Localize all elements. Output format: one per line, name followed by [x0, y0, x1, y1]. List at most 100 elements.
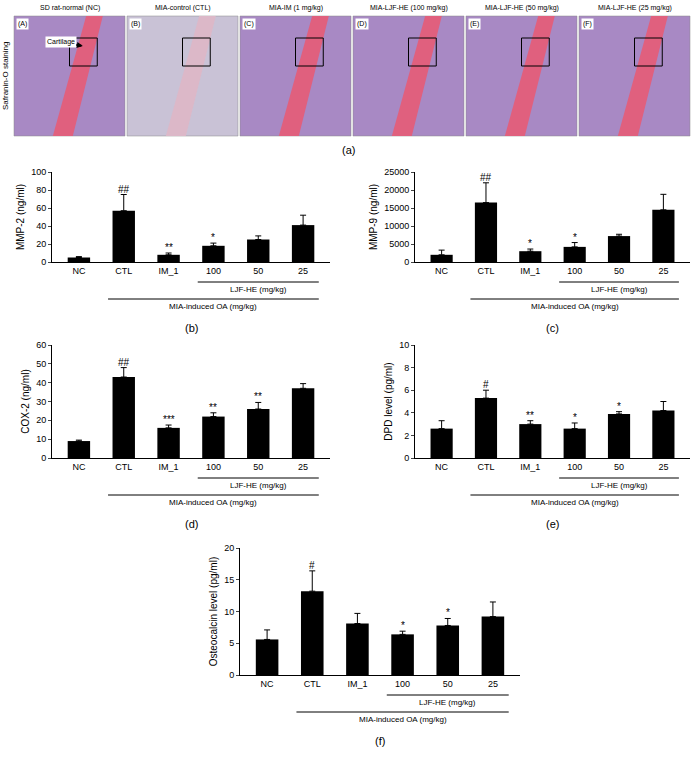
- svg-text:0: 0: [404, 257, 409, 267]
- svg-text:DPD level (pg/ml): DPD level (pg/ml): [383, 362, 394, 440]
- svg-text:CTL: CTL: [115, 462, 132, 472]
- svg-text:0: 0: [41, 257, 46, 267]
- svg-text:(a): (a): [342, 144, 355, 156]
- svg-text:NC: NC: [435, 266, 448, 276]
- svg-text:(b): (b): [185, 322, 198, 334]
- svg-text:LJF-HE (mg/kg): LJF-HE (mg/kg): [230, 285, 287, 294]
- svg-text:15: 15: [224, 575, 234, 585]
- svg-text:40: 40: [36, 378, 46, 388]
- svg-text:20: 20: [224, 543, 234, 553]
- svg-text:NC: NC: [261, 679, 274, 689]
- svg-text:10: 10: [224, 607, 234, 617]
- svg-text:*: *: [528, 238, 532, 249]
- svg-text:IM_1: IM_1: [520, 266, 540, 276]
- svg-text:*: *: [446, 607, 450, 618]
- svg-text:NC: NC: [72, 266, 85, 276]
- svg-text:MMP-2 (ng/ml): MMP-2 (ng/ml): [15, 184, 26, 250]
- svg-text:##: ##: [480, 172, 492, 183]
- svg-text:*: *: [617, 401, 621, 412]
- svg-text:15000: 15000: [384, 203, 409, 213]
- svg-text:##: ##: [118, 357, 130, 368]
- svg-text:MIA-induced OA (mg/kg): MIA-induced OA (mg/kg): [169, 498, 257, 507]
- svg-text:50: 50: [253, 462, 263, 472]
- svg-text:100: 100: [31, 167, 46, 177]
- svg-text:25: 25: [658, 266, 668, 276]
- svg-text:#: #: [483, 379, 489, 390]
- svg-text:CTL: CTL: [115, 266, 132, 276]
- svg-text:***: ***: [163, 414, 175, 425]
- svg-text:100: 100: [567, 462, 582, 472]
- svg-text:*: *: [573, 412, 577, 423]
- svg-text:##: ##: [118, 184, 130, 195]
- svg-text:(D): (D): [357, 20, 367, 28]
- svg-text:CTL: CTL: [477, 266, 494, 276]
- svg-text:40: 40: [36, 221, 46, 231]
- svg-text:(c): (c): [546, 322, 559, 334]
- svg-text:MIA-LJF-HE (50 mg/kg): MIA-LJF-HE (50 mg/kg): [485, 4, 559, 12]
- svg-text:#: #: [309, 560, 315, 571]
- svg-text:NC: NC: [435, 462, 448, 472]
- svg-text:0: 0: [229, 670, 234, 680]
- svg-text:(e): (e): [546, 518, 559, 530]
- svg-text:(C): (C): [244, 20, 254, 28]
- svg-text:60: 60: [36, 340, 46, 350]
- svg-text:**: **: [254, 391, 262, 402]
- svg-text:NC: NC: [72, 462, 85, 472]
- svg-text:20: 20: [36, 239, 46, 249]
- svg-text:Cartilage: Cartilage: [47, 38, 75, 46]
- svg-text:50: 50: [36, 359, 46, 369]
- svg-text:100: 100: [206, 462, 221, 472]
- svg-text:MIA-LJF-HE (25 mg/kg): MIA-LJF-HE (25 mg/kg): [598, 4, 672, 12]
- svg-text:CTL: CTL: [477, 462, 494, 472]
- svg-text:0: 0: [404, 453, 409, 463]
- svg-text:50: 50: [253, 266, 263, 276]
- svg-text:**: **: [526, 410, 534, 421]
- svg-text:LJF-HE (mg/kg): LJF-HE (mg/kg): [419, 698, 476, 707]
- svg-text:MIA-induced OA (mg/kg): MIA-induced OA (mg/kg): [531, 498, 619, 507]
- svg-text:IM_1: IM_1: [159, 266, 179, 276]
- svg-text:MIA-IM (1 mg/kg): MIA-IM (1 mg/kg): [269, 4, 323, 12]
- svg-text:MIA-LJF-HE (100 mg/kg): MIA-LJF-HE (100 mg/kg): [370, 4, 448, 12]
- svg-text:50: 50: [614, 266, 624, 276]
- svg-text:20000: 20000: [384, 185, 409, 195]
- svg-text:10: 10: [399, 340, 409, 350]
- svg-text:100: 100: [567, 266, 582, 276]
- svg-text:8: 8: [404, 363, 409, 373]
- svg-text:(F): (F): [583, 20, 592, 28]
- svg-text:IM_1: IM_1: [520, 462, 540, 472]
- svg-text:**: **: [209, 402, 217, 413]
- svg-text:(B): (B): [131, 20, 140, 28]
- svg-text:Osteocalcin level (pg/ml): Osteocalcin level (pg/ml): [208, 557, 219, 666]
- svg-text:LJF-HE (mg/kg): LJF-HE (mg/kg): [591, 285, 648, 294]
- svg-text:20: 20: [36, 415, 46, 425]
- svg-text:LJF-HE (mg/kg): LJF-HE (mg/kg): [591, 481, 648, 490]
- svg-text:25: 25: [658, 462, 668, 472]
- svg-text:80: 80: [36, 185, 46, 195]
- svg-text:MIA-control (CTL): MIA-control (CTL): [155, 4, 211, 12]
- svg-text:60: 60: [36, 203, 46, 213]
- svg-text:MIA-induced OA (mg/kg): MIA-induced OA (mg/kg): [169, 302, 257, 311]
- svg-text:6: 6: [404, 385, 409, 395]
- svg-text:0: 0: [41, 453, 46, 463]
- svg-text:IM_1: IM_1: [159, 462, 179, 472]
- svg-text:4: 4: [404, 408, 409, 418]
- svg-text:5: 5: [229, 638, 234, 648]
- svg-text:5000: 5000: [389, 239, 409, 249]
- svg-text:*: *: [573, 232, 577, 243]
- svg-text:(d): (d): [185, 518, 198, 530]
- svg-text:COX-2 (ng/ml): COX-2 (ng/ml): [20, 369, 31, 433]
- svg-text:25: 25: [298, 266, 308, 276]
- svg-text:CTL: CTL: [304, 679, 321, 689]
- svg-text:*: *: [401, 620, 405, 631]
- svg-text:10000: 10000: [384, 221, 409, 231]
- svg-text:(E): (E): [470, 20, 479, 28]
- svg-text:100: 100: [206, 266, 221, 276]
- svg-text:25: 25: [488, 679, 498, 689]
- svg-text:100: 100: [395, 679, 410, 689]
- svg-text:**: **: [165, 242, 173, 253]
- svg-text:MIA-induced OA (mg/kg): MIA-induced OA (mg/kg): [531, 302, 619, 311]
- svg-text:25: 25: [298, 462, 308, 472]
- svg-text:SD rat-normal (NC): SD rat-normal (NC): [40, 4, 100, 12]
- svg-text:2: 2: [404, 431, 409, 441]
- svg-text:*: *: [211, 232, 215, 243]
